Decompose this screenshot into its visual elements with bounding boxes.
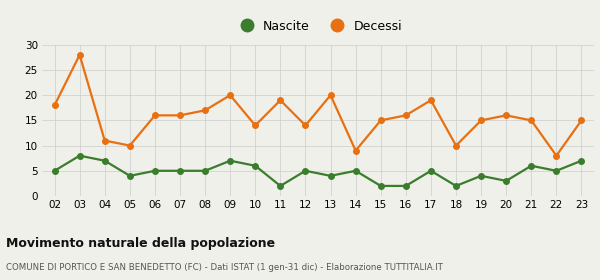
Decessi bbox=[402, 114, 409, 117]
Nascite bbox=[251, 164, 259, 167]
Decessi bbox=[478, 119, 485, 122]
Nascite bbox=[327, 174, 334, 178]
Decessi bbox=[452, 144, 460, 147]
Decessi bbox=[251, 124, 259, 127]
Nascite bbox=[452, 184, 460, 188]
Decessi bbox=[101, 139, 109, 142]
Nascite bbox=[503, 179, 510, 183]
Decessi bbox=[202, 109, 209, 112]
Nascite bbox=[352, 169, 359, 172]
Nascite bbox=[227, 159, 234, 162]
Decessi bbox=[377, 119, 385, 122]
Decessi bbox=[227, 94, 234, 97]
Nascite bbox=[578, 159, 585, 162]
Decessi bbox=[352, 149, 359, 152]
Decessi bbox=[578, 119, 585, 122]
Decessi bbox=[126, 144, 133, 147]
Nascite bbox=[76, 154, 83, 157]
Nascite bbox=[553, 169, 560, 172]
Text: Movimento naturale della popolazione: Movimento naturale della popolazione bbox=[6, 237, 275, 249]
Nascite bbox=[402, 184, 409, 188]
Decessi bbox=[302, 124, 309, 127]
Legend: Nascite, Decessi: Nascite, Decessi bbox=[234, 20, 402, 32]
Decessi bbox=[151, 114, 158, 117]
Decessi bbox=[553, 154, 560, 157]
Decessi bbox=[51, 104, 58, 107]
Nascite bbox=[302, 169, 309, 172]
Decessi bbox=[176, 114, 184, 117]
Nascite bbox=[478, 174, 485, 178]
Nascite bbox=[51, 169, 58, 172]
Nascite bbox=[427, 169, 434, 172]
Nascite bbox=[377, 184, 385, 188]
Nascite bbox=[176, 169, 184, 172]
Decessi bbox=[527, 119, 535, 122]
Nascite bbox=[151, 169, 158, 172]
Decessi bbox=[427, 99, 434, 102]
Decessi bbox=[503, 114, 510, 117]
Nascite bbox=[101, 159, 109, 162]
Nascite bbox=[202, 169, 209, 172]
Nascite bbox=[527, 164, 535, 167]
Decessi bbox=[327, 94, 334, 97]
Nascite bbox=[277, 184, 284, 188]
Text: COMUNE DI PORTICO E SAN BENEDETTO (FC) - Dati ISTAT (1 gen-31 dic) - Elaborazion: COMUNE DI PORTICO E SAN BENEDETTO (FC) -… bbox=[6, 263, 443, 272]
Decessi bbox=[76, 53, 83, 57]
Decessi bbox=[277, 99, 284, 102]
Line: Nascite: Nascite bbox=[52, 153, 584, 189]
Line: Decessi: Decessi bbox=[52, 52, 584, 158]
Nascite bbox=[126, 174, 133, 178]
